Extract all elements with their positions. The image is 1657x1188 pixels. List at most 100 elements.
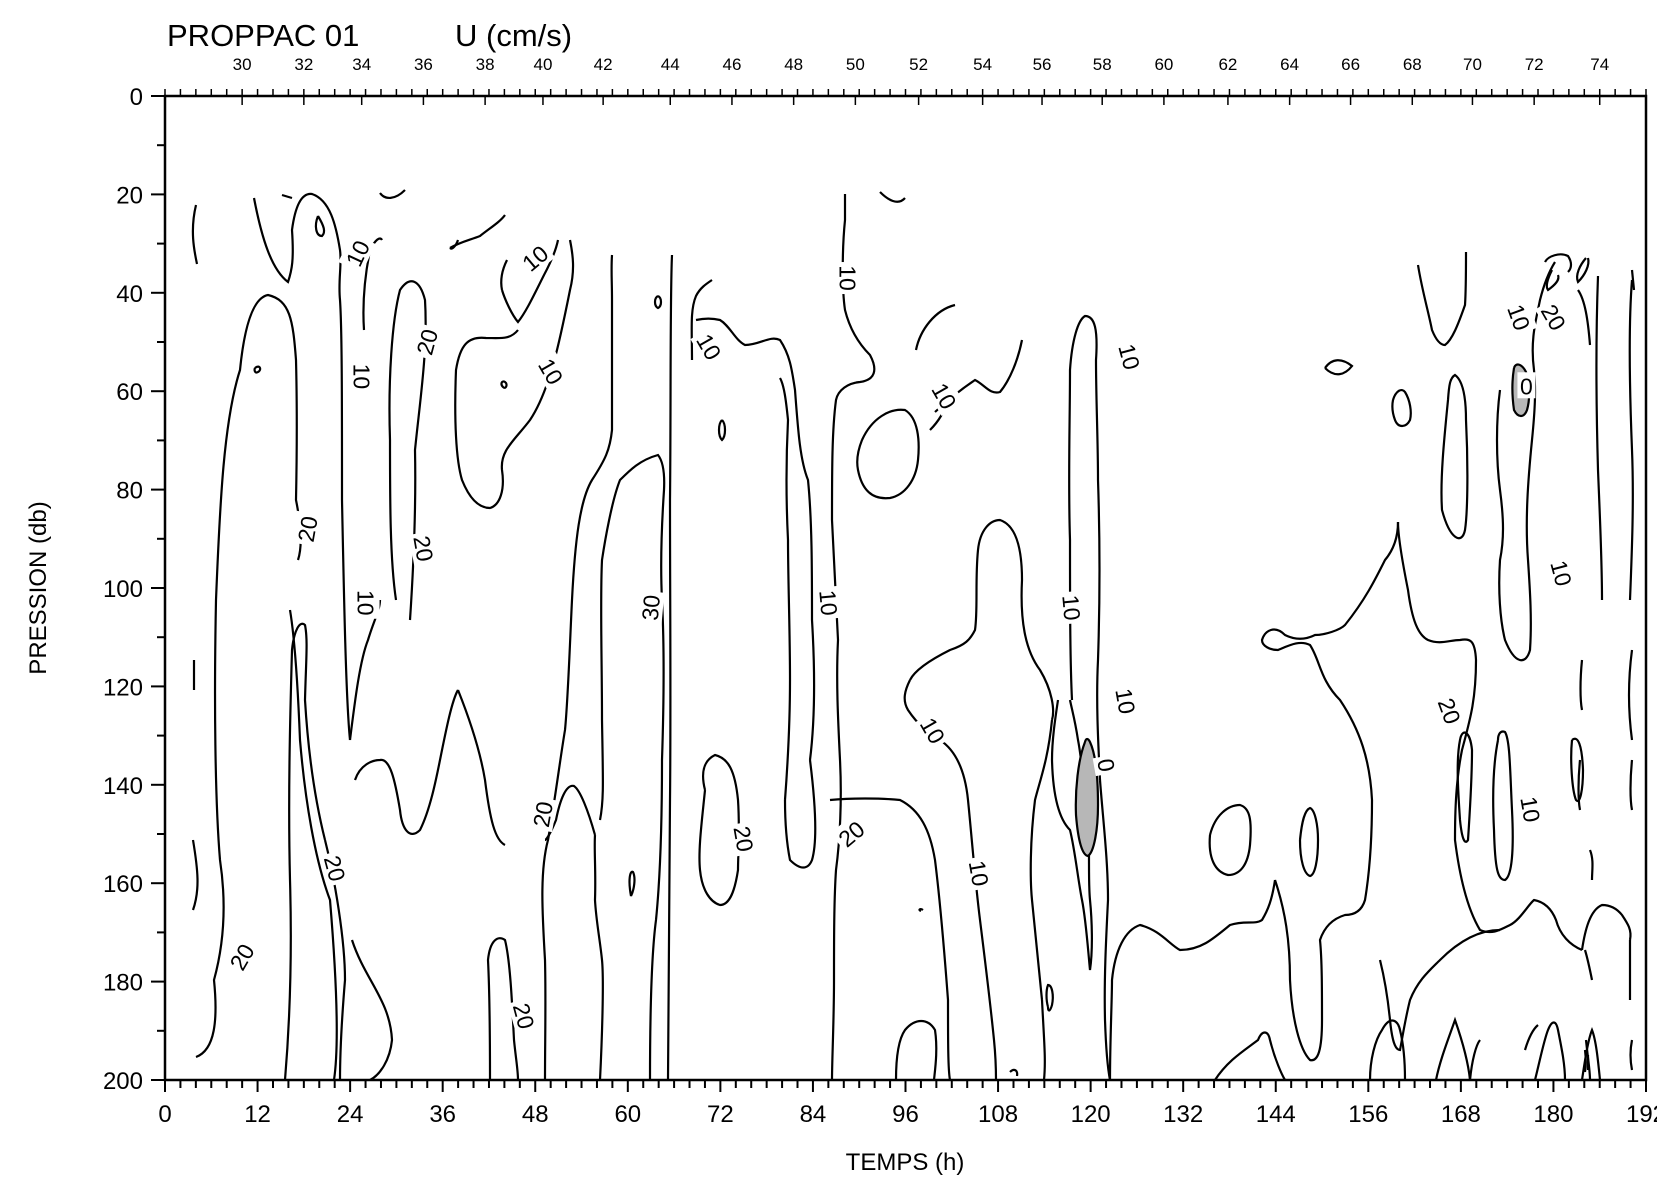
contour-line [1495,261,1556,662]
contour-line [1074,737,1100,858]
contour-line [288,609,338,1081]
contour-line [1627,649,1634,741]
contour-line [1629,1039,1634,1071]
contour-label-group: 10 [349,360,376,393]
x-axis: 0 12 24 36 48 60 72 84 96 108 120 132 144 156 168 180 19… [158,1080,1657,1128]
x-tick-label: 0 [158,1101,171,1128]
contour-label-group: 10 [835,262,862,295]
contour-label-group: 10 [1057,590,1087,625]
station-label: 44 [661,55,680,74]
y-tick-label: 100 [103,576,143,603]
contour-line [1368,1019,1407,1081]
contour-line [717,419,727,442]
contour-line [1580,903,1632,951]
contour-label: 10 [835,265,861,291]
contour-label-group: 30 [635,590,665,625]
contour-label: 10 [349,364,375,390]
contour-line [598,453,666,1081]
contour-line [1577,759,1582,811]
contour-label-group: 10 [690,326,729,367]
contour-line [1040,999,1046,1081]
contour-label-bg [526,796,558,833]
contour-line [191,839,199,911]
station-label: 62 [1218,55,1237,74]
contour-line [1544,253,1573,273]
station-label: 68 [1403,55,1422,74]
contour-line [1545,269,1560,292]
station-label: 40 [534,55,553,74]
contour-line [454,239,575,510]
contour-line [1583,1049,1587,1073]
contour-label-bg [408,530,440,567]
contour-label-group: 10 [964,855,996,892]
contour-line [1324,359,1354,376]
contour-line [1576,257,1590,284]
contour-line [541,254,614,1081]
contour-label-bg [1535,296,1574,338]
contour-line [783,759,817,869]
contour-label-group: 20 [728,820,761,857]
contour-label-group: 10 [338,233,376,274]
contour-label-bg [1517,372,1536,399]
contour-label-group: 10 [532,350,571,392]
contour-label-bg [507,996,542,1035]
variable-label: U (cm/s) [455,18,572,53]
contour-line [894,1019,938,1081]
contour-line [350,939,394,1081]
contour-label-group: 10 [1515,791,1547,828]
contour-label-group: 20 [318,849,353,888]
contour-label-bg [635,590,665,625]
contour-line [1045,983,1054,1012]
contour-line [486,937,520,1081]
contour-label: 20 [408,534,438,564]
contour-line [1629,759,1634,811]
contour-line [1029,719,1054,1001]
contour-line [593,834,604,1081]
contour-line [1523,1024,1539,1051]
contour-label-bg [964,855,996,892]
x-tick-label: 108 [978,1101,1018,1128]
contour-label: 10 [1110,686,1140,716]
contour-line [449,214,506,249]
station-label: 60 [1154,55,1173,74]
contour-line [914,303,956,351]
contour-label-group: 0 [1092,753,1122,777]
contour-line [1628,279,1634,601]
station-label: 58 [1093,55,1112,74]
station-label: 32 [294,55,313,74]
contour-line [379,189,406,199]
x-tick-label: 168 [1441,1101,1481,1128]
station-label: 74 [1590,55,1609,74]
contour-line [449,239,460,250]
top-axis: 30 32 34 36 38 40 42 44 46 48 50 52 54 56 58 60 62 64 66 68… [164,55,1647,105]
contour-line [1260,521,1400,1062]
contour-label-group: 10 [1545,554,1579,592]
contour-label-group: 10 [1501,297,1538,337]
station-label: 42 [594,55,613,74]
contour-label-bg [835,262,862,295]
contour-line [1579,659,1584,711]
contour-line [456,689,506,846]
x-tick-label: 84 [800,1101,827,1128]
contour-line [918,908,924,913]
x-tick-label: 156 [1348,1101,1388,1128]
contour-label-bg [409,322,443,361]
contour-line [500,380,508,389]
contour-line [830,194,876,1081]
contour-label-bg [318,849,353,888]
contour-label-bg [1110,682,1142,720]
contour-line [829,797,952,1081]
station-label: 70 [1463,55,1482,74]
y-tick-label: 0 [130,84,143,111]
station-label: 52 [909,55,928,74]
contour-line [283,622,327,1081]
contour-label-bg [532,350,571,392]
contour-line [191,204,199,265]
contour-label-bg [1545,554,1579,592]
contour-label: 10 [1057,594,1085,622]
contour-label: 10 [691,329,726,364]
contour-label-group: 10 [353,586,380,619]
station-label: 66 [1341,55,1360,74]
x-tick-label: 12 [244,1101,271,1128]
